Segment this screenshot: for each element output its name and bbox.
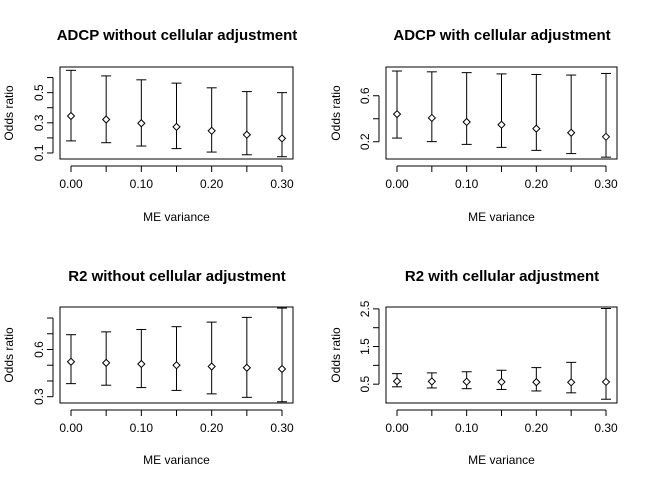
data-point [207,362,216,371]
panel-4: R2 with cellular adjustment ME variance Od… [329,268,618,467]
y-tick-label: 2.5 [358,300,372,317]
panel-3: R2 without cellular adjustment ME varianc… [2,268,294,467]
panel-1: ADCP without cellular adjustment ME varia… [2,27,297,224]
data-point [172,122,181,132]
data-point [242,363,252,372]
data-point [66,111,76,121]
data-point [497,120,506,129]
x-tick-label: 0.20 [525,421,549,435]
data-point [566,128,576,137]
y-axis-label: Odds ratio [2,327,16,383]
chart-title: ADCP without cellular adjustment [57,27,298,44]
data-point [427,113,437,123]
x-tick-label: 0.30 [270,177,294,191]
x-tick-label: 0.20 [200,177,224,191]
y-tick-label: 0.5 [32,84,46,101]
y-tick-label: 0.6 [32,341,46,358]
y-tick-label: 0.2 [358,133,372,150]
x-tick-label: 0.20 [200,421,224,435]
data-point [207,126,216,136]
x-axis-label: ME variance [143,453,210,467]
x-tick-label: 0.20 [525,177,549,191]
plot-frame [59,306,294,404]
data-point [601,377,611,387]
data-point [497,377,506,387]
chart-title: R2 without cellular adjustment [68,268,286,285]
data-point [532,377,541,387]
x-tick-label: 0.00 [59,421,83,435]
data-point [277,364,287,374]
data-point [101,358,111,368]
x-tick-label: 0.30 [270,421,294,435]
data-point [566,378,576,387]
x-tick-label: 0.30 [594,421,618,435]
x-tick-label: 0.30 [594,177,618,191]
y-tick-label: 0.6 [358,87,372,104]
x-axis-label: ME variance [468,453,535,467]
plot-frame [385,306,618,404]
x-axis-label: ME variance [468,210,535,224]
data-point [392,377,402,386]
x-tick-label: 0.00 [59,177,83,191]
x-axis-label: ME variance [143,210,210,224]
x-tick-label: 0.00 [385,421,409,435]
data-point [532,124,541,133]
plot-frame [59,66,294,160]
data-point [101,115,111,124]
chart-title: ADCP with cellular adjustment [393,27,610,44]
y-tick-label: 0.3 [32,114,46,131]
data-point [137,359,146,369]
plot-frame [385,66,618,160]
data-point [66,357,76,366]
x-tick-label: 0.10 [455,177,479,191]
data-point [172,361,181,370]
y-axis-label: Odds ratio [2,85,16,141]
data-point [601,132,611,142]
data-point [137,119,146,128]
x-tick-label: 0.00 [385,177,409,191]
x-tick-label: 0.10 [455,421,479,435]
data-point [462,117,471,127]
data-point [392,109,402,119]
data-point [242,130,252,139]
chart-title: R2 with cellular adjustment [405,268,599,285]
y-axis-label: Odds ratio [329,85,343,141]
y-axis-label: Odds ratio [329,327,343,383]
data-point [277,134,287,143]
data-point [462,377,471,386]
x-tick-label: 0.10 [130,177,154,191]
y-tick-label: 0.3 [32,388,46,405]
y-tick-label: 0.5 [358,376,372,393]
y-tick-label: 0.1 [32,144,46,161]
panel-2: ADCP with cellular adjustment ME variance… [329,27,618,224]
x-tick-label: 0.10 [130,421,154,435]
data-point [427,377,437,386]
y-tick-label: 1.5 [358,338,372,355]
